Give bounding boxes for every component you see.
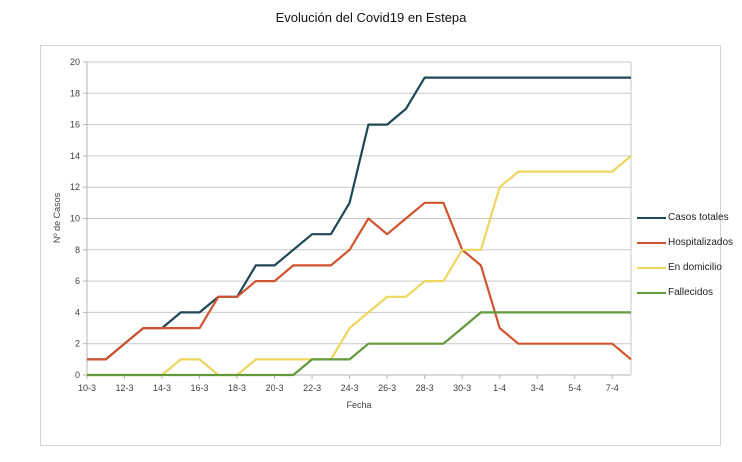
legend-label: Casos totales: [668, 212, 729, 223]
legend-line-swatch-casos-totales: [637, 216, 666, 219]
legend-item-en-domicilio: En domicilio: [637, 255, 733, 280]
legend-line-swatch-hospitalizados: [637, 241, 666, 244]
x-tick-labels: 10-3 12-3 14-3 16-3 18-3 20-3 22-3 24-3 26-3 28-3…: [78, 375, 619, 393]
svg-text:26-3: 26-3: [378, 383, 396, 393]
svg-text:6: 6: [75, 276, 80, 286]
svg-text:12: 12: [70, 182, 80, 192]
legend-label: Fallecidos: [668, 287, 714, 298]
svg-text:0: 0: [75, 370, 80, 380]
svg-text:20-3: 20-3: [266, 383, 284, 393]
x-axis-title: Fecha: [346, 400, 372, 410]
svg-text:4: 4: [75, 307, 80, 317]
series-line-en-domicilio: [87, 155, 632, 377]
svg-text:8: 8: [75, 245, 80, 255]
svg-text:7-4: 7-4: [606, 383, 619, 393]
svg-text:30-3: 30-3: [453, 383, 471, 393]
legend-line-swatch-en-domicilio: [637, 266, 666, 269]
y-axis-title: Nº de Casos: [52, 192, 62, 244]
svg-text:2: 2: [75, 339, 80, 349]
svg-text:20: 20: [70, 57, 80, 67]
svg-text:16-3: 16-3: [191, 383, 209, 393]
chart-frame: [40, 45, 721, 446]
svg-text:12-3: 12-3: [116, 383, 134, 393]
legend-label: Hospitalizados: [668, 237, 734, 248]
svg-text:18: 18: [70, 88, 80, 98]
series-line-fallecidos: [87, 311, 631, 377]
legend-item-casos-totales: Casos totales: [637, 205, 733, 230]
legend-item-fallecidos: Fallecidos: [637, 280, 733, 305]
chart-title: Evolución del Covid19 en Estepa: [275, 10, 467, 25]
series-line-hospitalizados: [87, 201, 632, 361]
svg-text:10: 10: [70, 214, 80, 224]
svg-text:3-4: 3-4: [531, 383, 544, 393]
series-line-casos-totales: [87, 76, 631, 361]
y-tick-labels: 0 2 4 6 8 10 12 14 16 18 20: [70, 57, 87, 380]
svg-text:1-4: 1-4: [493, 383, 506, 393]
svg-text:5-4: 5-4: [568, 383, 581, 393]
svg-text:24-3: 24-3: [341, 383, 359, 393]
svg-text:14: 14: [70, 151, 80, 161]
svg-text:22-3: 22-3: [303, 383, 321, 393]
legend-label: En domicilio: [668, 262, 722, 273]
svg-text:18-3: 18-3: [228, 383, 246, 393]
svg-text:28-3: 28-3: [416, 383, 434, 393]
svg-text:14-3: 14-3: [153, 383, 171, 393]
legend-item-hospitalizados: Hospitalizados: [637, 230, 733, 255]
svg-text:16: 16: [70, 120, 80, 130]
gridlines: [87, 61, 631, 345]
chart-legend: Casos totales Hospitalizados En domicili…: [637, 205, 733, 305]
legend-line-swatch-fallecidos: [637, 291, 666, 294]
svg-text:10-3: 10-3: [78, 383, 96, 393]
